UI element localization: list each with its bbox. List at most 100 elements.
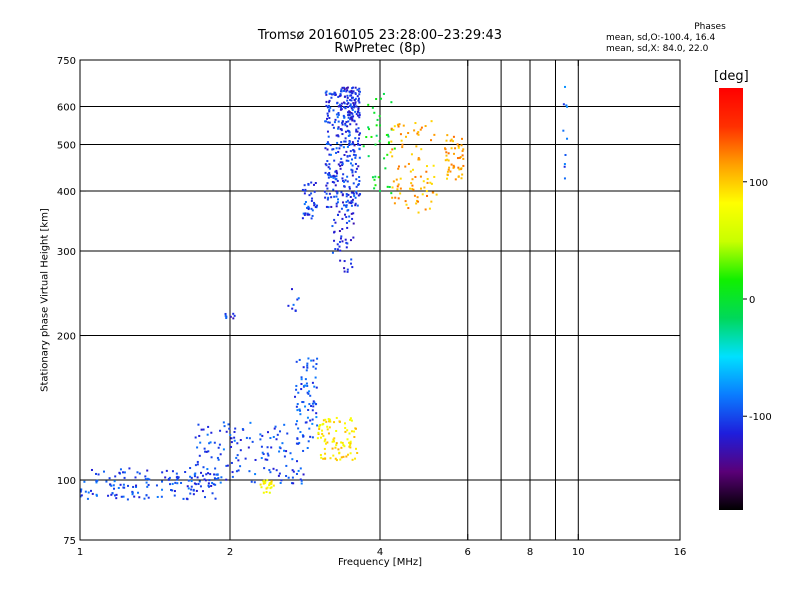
scatter-point <box>308 427 311 430</box>
scatter-point <box>339 93 342 96</box>
scatter-point <box>208 479 211 482</box>
scatter-point <box>201 490 204 493</box>
scatter-point <box>346 429 349 432</box>
scatter-point <box>449 170 452 173</box>
scatter-point <box>333 218 336 221</box>
scatter-point <box>337 126 340 129</box>
scatter-point <box>335 151 338 154</box>
scatter-point <box>237 469 240 472</box>
scatter-point <box>429 181 432 184</box>
scatter-point <box>462 164 465 167</box>
scatter-point <box>175 472 178 475</box>
scatter-point <box>335 416 338 419</box>
scatter-point <box>268 491 271 494</box>
scatter-point <box>419 128 422 131</box>
scatter-point <box>357 165 360 168</box>
scatter-point <box>279 430 282 433</box>
scatter-point <box>337 105 340 108</box>
scatter-point <box>287 476 290 479</box>
scatter-point <box>315 363 318 366</box>
scatter-point <box>391 148 394 151</box>
scatter-point <box>306 416 309 419</box>
scatter-point <box>419 187 422 190</box>
scatter-point <box>331 225 334 228</box>
scatter-point <box>358 111 361 114</box>
scatter-point <box>325 142 328 145</box>
scatter-point <box>352 86 355 89</box>
scatter-point <box>209 473 212 476</box>
scatter-point <box>346 125 349 128</box>
scatter-point <box>350 94 353 97</box>
scatter-point <box>331 180 334 183</box>
scatter-point <box>565 104 568 107</box>
scatter-point <box>197 482 200 485</box>
scatter-point <box>564 153 567 156</box>
scatter-point <box>270 482 273 485</box>
scatter-point <box>326 112 329 115</box>
scatter-point <box>374 143 377 146</box>
scatter-point <box>336 102 339 105</box>
scatter-point <box>266 458 269 461</box>
scatter-point <box>198 434 201 437</box>
y-tick-label: 500 <box>57 141 76 152</box>
scatter-point <box>122 471 125 474</box>
scatter-point <box>339 249 342 252</box>
scatter-point <box>313 190 316 193</box>
scatter-point <box>351 266 354 269</box>
scatter-point <box>397 167 400 170</box>
scatter-point <box>91 492 94 495</box>
scatter-point <box>397 165 400 168</box>
scatter-point <box>134 476 137 479</box>
scatter-point <box>358 156 361 159</box>
scatter-point <box>83 480 86 483</box>
phase-o-stats: mean, sd,O:-100.4, 16.4 <box>606 33 716 43</box>
scatter-point <box>328 167 331 170</box>
scatter-point <box>324 163 327 166</box>
scatter-point <box>332 440 335 443</box>
scatter-point <box>299 413 302 416</box>
scatter-point <box>269 487 272 490</box>
scatter-point <box>343 140 346 143</box>
scatter-point <box>346 226 349 229</box>
scatter-point <box>245 436 248 439</box>
scatter-point <box>97 473 100 476</box>
scatter-point <box>345 246 348 249</box>
scatter-point <box>318 428 321 431</box>
scatter-point <box>356 88 359 91</box>
scatter-point <box>329 420 332 423</box>
scatter-point <box>335 459 338 462</box>
scatter-point <box>355 130 358 133</box>
scatter-point <box>228 427 231 430</box>
scatter-point <box>296 437 299 440</box>
scatter-point <box>362 145 365 148</box>
scatter-point <box>357 109 360 112</box>
scatter-point <box>345 90 348 93</box>
scatter-point <box>342 106 345 109</box>
scatter-point <box>309 435 312 438</box>
scatter-point <box>367 126 370 129</box>
scatter-point <box>266 486 269 489</box>
scatter-point <box>425 170 428 173</box>
scatter-point <box>186 485 189 488</box>
scatter-point <box>346 145 349 148</box>
scatter-point <box>428 207 431 210</box>
scatter-point <box>328 121 331 124</box>
scatter-point <box>396 188 399 191</box>
scatter-point <box>310 217 313 220</box>
scatter-point <box>199 485 202 488</box>
scatter-point <box>260 457 263 460</box>
scatter-point <box>328 192 331 195</box>
scatter-point <box>335 202 338 205</box>
scatter-point <box>202 428 205 431</box>
scatter-point <box>444 159 447 162</box>
scatter-point <box>335 429 338 432</box>
scatter-point <box>176 477 179 480</box>
scatter-point <box>200 471 203 474</box>
scatter-point <box>446 158 449 161</box>
scatter-point <box>400 139 403 142</box>
scatter-point <box>350 105 353 108</box>
scatter-point <box>356 95 359 98</box>
scatter-point <box>371 176 374 179</box>
scatter-point <box>84 490 87 493</box>
scatter-point <box>328 92 331 95</box>
